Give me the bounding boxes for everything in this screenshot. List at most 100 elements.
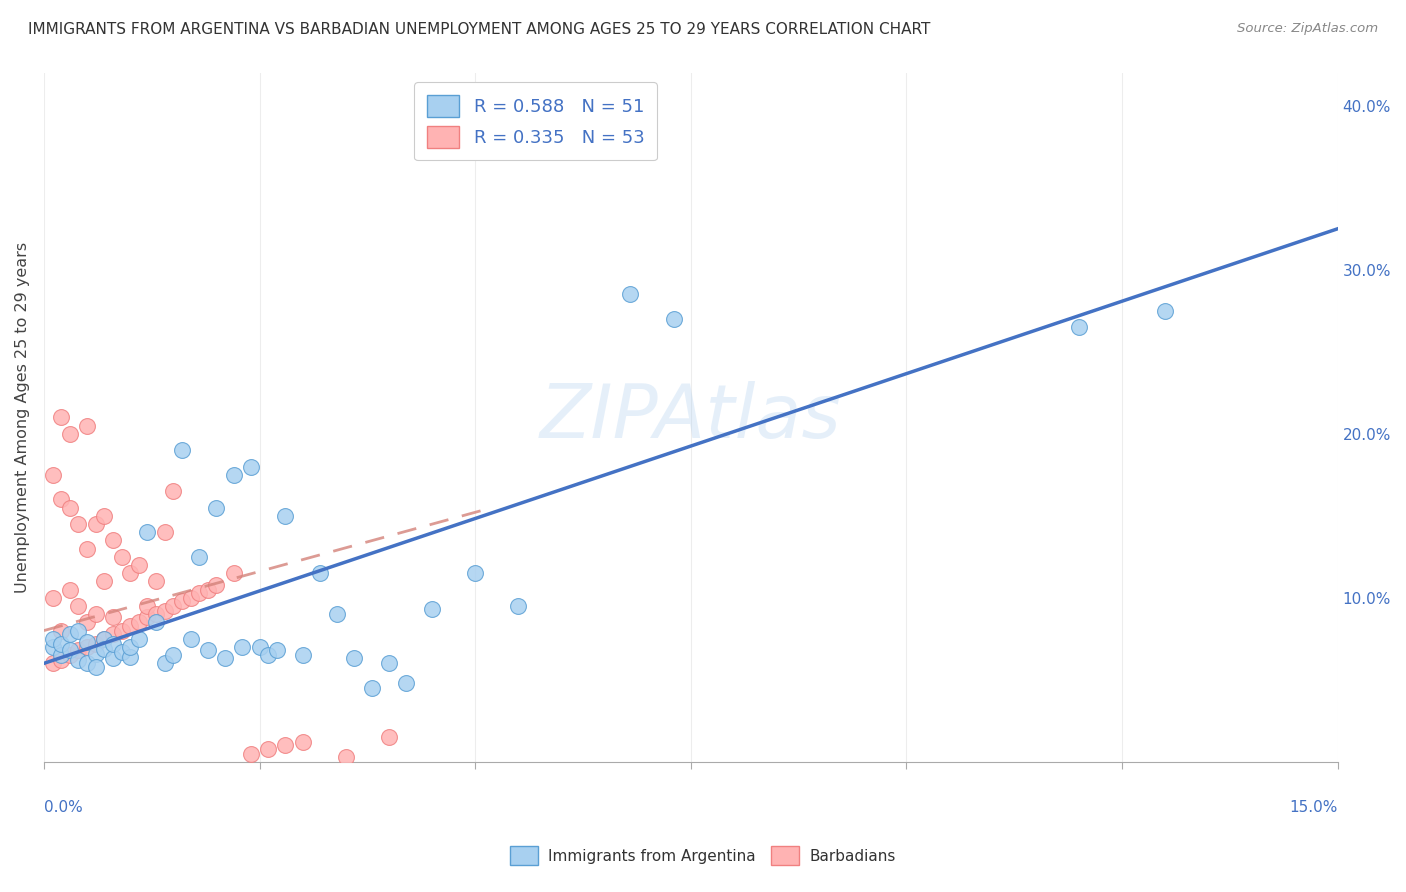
Point (145, 607, 167, 622)
Point (420, 602, 443, 616)
Point (120, 649, 142, 664)
Point (128, 632, 150, 646)
Point (67, 624, 90, 638)
Point (101, 651, 124, 665)
Point (120, 640, 142, 654)
Point (378, 730, 401, 744)
Point (120, 618, 142, 632)
Point (291, 648, 314, 663)
Point (49, 648, 72, 663)
Point (266, 643, 288, 657)
Text: Source: ZipAtlas.com: Source: ZipAtlas.com (1237, 22, 1378, 36)
Text: 0.0%: 0.0% (44, 799, 83, 814)
Point (205, 577, 228, 591)
Point (49, 410, 72, 425)
Point (197, 643, 219, 657)
Point (101, 533, 124, 548)
Point (136, 599, 159, 613)
Point (59, 643, 82, 657)
Point (197, 582, 219, 597)
Point (41, 640, 63, 654)
Point (59, 627, 82, 641)
Point (257, 741, 280, 756)
Point (84, 647, 107, 661)
Point (180, 632, 202, 646)
Point (291, 735, 314, 749)
Point (239, 747, 262, 761)
Point (120, 566, 142, 581)
Point (145, 615, 167, 630)
Legend: R = 0.588   N = 51, R = 0.335   N = 53: R = 0.588 N = 51, R = 0.335 N = 53 (413, 82, 657, 161)
Point (93, 632, 115, 646)
Point (153, 604, 176, 618)
Point (222, 467, 245, 482)
Point (239, 459, 262, 474)
Point (110, 624, 132, 638)
Point (343, 651, 366, 665)
Point (162, 648, 184, 663)
Point (49, 624, 72, 638)
Point (378, 657, 401, 671)
Point (76, 418, 98, 433)
Point (101, 627, 124, 641)
Point (464, 566, 486, 581)
Point (222, 566, 245, 581)
Point (49, 637, 72, 651)
Point (84, 659, 107, 673)
Point (180, 591, 202, 605)
Point (145, 574, 167, 589)
Point (1067, 320, 1090, 334)
Point (59, 500, 82, 515)
Point (59, 426, 82, 441)
Point (59, 648, 82, 663)
Point (76, 541, 98, 556)
Point (162, 484, 184, 499)
Point (170, 594, 193, 608)
Point (76, 657, 98, 671)
Point (76, 615, 98, 630)
Point (360, 681, 382, 695)
Point (93, 641, 115, 656)
Point (93, 508, 115, 523)
Point (619, 287, 641, 301)
Point (76, 635, 98, 649)
Point (162, 599, 184, 613)
Text: IMMIGRANTS FROM ARGENTINA VS BARBADIAN UNEMPLOYMENT AMONG AGES 25 TO 29 YEARS CO: IMMIGRANTS FROM ARGENTINA VS BARBADIAN U… (28, 22, 931, 37)
Point (49, 492, 72, 507)
Point (67, 516, 90, 531)
Point (249, 640, 271, 654)
Point (67, 599, 90, 613)
Point (41, 591, 63, 605)
Point (84, 607, 107, 622)
Point (188, 586, 211, 600)
Point (205, 500, 228, 515)
Point (662, 312, 685, 326)
Point (274, 508, 297, 523)
Point (214, 651, 236, 665)
Point (395, 676, 418, 690)
Point (84, 637, 107, 651)
Point (41, 657, 63, 671)
Point (136, 610, 159, 624)
Point (136, 525, 159, 540)
Text: 15.0%: 15.0% (1289, 799, 1337, 814)
Legend: Immigrants from Argentina, Barbadians: Immigrants from Argentina, Barbadians (505, 840, 901, 871)
Point (101, 610, 124, 624)
Point (128, 615, 150, 630)
Text: ZIPAtlas: ZIPAtlas (540, 382, 842, 453)
Point (49, 653, 72, 667)
Point (309, 566, 332, 581)
Point (93, 574, 115, 589)
Point (110, 549, 132, 564)
Point (1154, 303, 1177, 318)
Point (274, 739, 297, 753)
Point (41, 632, 63, 646)
Point (231, 640, 253, 654)
Point (153, 657, 176, 671)
Point (41, 467, 63, 482)
Point (110, 645, 132, 659)
Point (59, 582, 82, 597)
Point (128, 558, 150, 572)
Point (257, 648, 280, 663)
Y-axis label: Unemployment Among Ages 25 to 29 years: Unemployment Among Ages 25 to 29 years (15, 242, 30, 593)
